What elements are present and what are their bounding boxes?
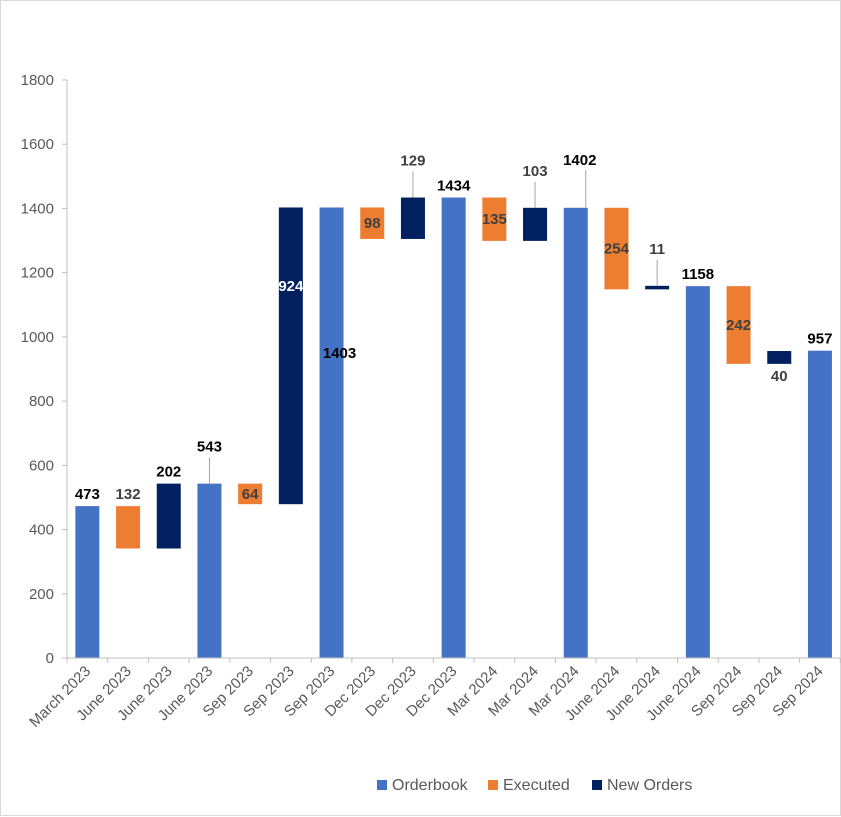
data-label-new-orders: 129 [400,153,425,170]
data-label-orderbook: 957 [807,331,832,348]
bar-new-orders [156,483,181,549]
bar-executed [116,506,141,549]
legend: Orderbook Executed New Orders [377,777,692,794]
legend-label-executed: Executed [503,777,570,794]
data-label-new-orders: 11 [649,241,665,258]
legend-swatch-executed [488,780,498,790]
y-tick-label: 1000 [21,329,54,346]
bar-executed [238,483,263,505]
y-tick-label: 600 [29,457,54,474]
data-labels-group: 473 132 202 543 64 924 1403 98 129 1434 135 103 1402… [75,152,833,503]
data-label-executed: 242 [726,317,751,334]
data-label-executed: 135 [482,211,507,228]
bar-new-orders [767,351,792,364]
data-label-orderbook: 543 [197,439,222,456]
y-tick-label: 800 [29,393,54,410]
data-label-new-orders: 103 [523,163,548,180]
bar-orderbook [197,483,222,658]
bar-executed [360,207,385,239]
bar-executed [482,197,507,241]
data-label-orderbook: 1158 [682,266,715,283]
bar-orderbook [441,197,466,658]
y-tick-label: 200 [29,586,54,603]
bar-orderbook [563,207,588,658]
bar-executed [726,286,751,364]
data-label-executed: 254 [604,241,630,258]
y-tick-label: 1600 [21,136,54,153]
bar-orderbook [319,207,344,658]
bar-new-orders [645,285,670,290]
y-axis: 0 200 400 600 800 1000 1200 1400 1600 1800 [21,72,68,667]
bar-new-orders [278,207,303,505]
legend-swatch-orderbook [377,780,387,790]
data-label-new-orders: 202 [156,464,181,481]
y-tick-label: 1400 [21,200,54,217]
data-label-orderbook: 1434 [437,178,471,195]
data-label-orderbook: 1402 [563,152,596,169]
legend-label-orderbook: Orderbook [392,777,469,794]
bar-orderbook [807,350,832,658]
bar-new-orders [400,197,425,239]
data-label-orderbook: 1403 [323,345,356,362]
y-tick-label: 1200 [21,265,54,282]
bar-orderbook [685,286,710,658]
bar-orderbook [75,506,100,658]
legend-swatch-new-orders [592,780,602,790]
y-tick-label: 0 [46,650,54,667]
data-label-executed: 132 [116,486,141,503]
data-label-new-orders: 924 [278,278,304,295]
data-label-executed: 98 [364,215,381,232]
bar-executed [604,207,629,290]
data-label-new-orders: 40 [771,368,788,385]
data-label-executed: 64 [242,486,259,503]
bar-new-orders [523,207,548,241]
data-label-orderbook: 473 [75,486,100,503]
y-tick-label: 400 [29,522,54,539]
legend-label-new-orders: New Orders [607,777,692,794]
y-tick-label: 1800 [21,72,54,89]
bars-group [75,197,832,658]
